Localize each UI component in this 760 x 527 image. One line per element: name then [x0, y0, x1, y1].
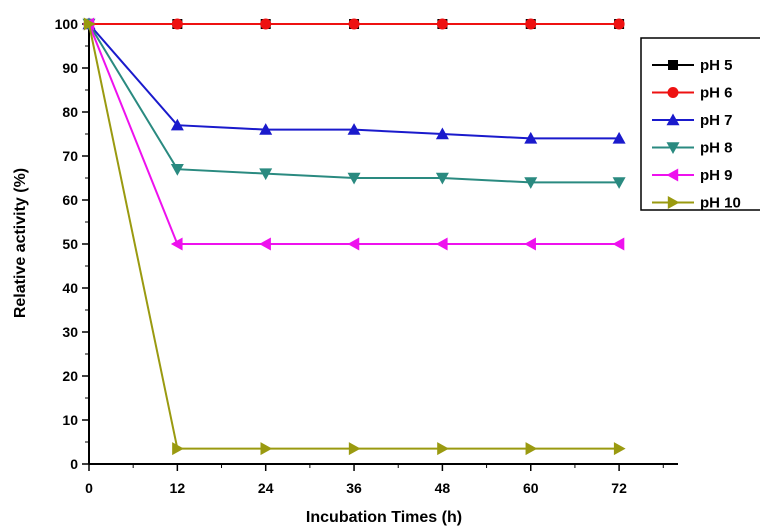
y-axis-title: Relative activity (%)	[12, 168, 29, 318]
data-point	[172, 442, 184, 456]
legend-marker	[666, 113, 680, 126]
x-tick-label: 48	[435, 480, 451, 496]
data-point	[613, 442, 626, 456]
series-ph-6	[83, 18, 625, 30]
legend-marker	[667, 196, 680, 209]
y-tick-label: 70	[62, 148, 78, 164]
y-tick-label: 40	[62, 280, 78, 296]
x-tick-label: 12	[170, 480, 186, 496]
legend-label: pH 10	[700, 195, 741, 212]
x-tick-label: 0	[85, 480, 93, 496]
series-ph-9	[82, 17, 625, 251]
data-point	[612, 177, 626, 189]
y-tick-label: 60	[62, 192, 78, 208]
data-point	[348, 442, 361, 456]
data-point	[170, 118, 184, 131]
data-point	[259, 168, 273, 181]
data-point	[348, 18, 360, 30]
data-point	[436, 18, 448, 30]
legend-item: pH 7	[652, 112, 733, 129]
x-axis-title: Incubation Times (h)	[306, 509, 462, 526]
data-point	[612, 237, 625, 251]
data-point	[435, 127, 449, 140]
data-point	[435, 172, 449, 185]
series-ph-7	[82, 17, 626, 144]
legend-item: pH 9	[652, 167, 733, 184]
data-point	[347, 237, 360, 251]
y-tick-label: 80	[62, 104, 78, 120]
legend-item: pH 6	[652, 85, 733, 102]
data-point	[170, 164, 184, 176]
x-tick-label: 72	[611, 480, 627, 496]
legend-label: pH 8	[700, 140, 733, 157]
y-tick-label: 10	[62, 412, 78, 428]
data-point	[525, 18, 537, 30]
series-ph-8	[82, 18, 626, 189]
x-tick-label: 60	[523, 480, 539, 496]
data-point	[83, 17, 96, 31]
data-point	[259, 237, 271, 251]
data-point	[525, 442, 538, 456]
legend-marker	[666, 142, 680, 154]
legend-label: pH 9	[700, 167, 733, 184]
x-tick-label: 36	[346, 480, 362, 496]
data-point	[259, 123, 273, 135]
data-point	[437, 442, 449, 456]
y-tick-label: 30	[62, 324, 78, 340]
series-line	[88, 23, 620, 184]
legend-box	[640, 37, 760, 211]
legend-marker	[668, 60, 678, 70]
data-point	[435, 237, 448, 251]
legend-item: pH 5	[652, 57, 733, 74]
series-line	[88, 23, 620, 140]
legend-marker	[667, 87, 679, 98]
x-tick-label: 24	[258, 480, 274, 496]
legend: pH 5 pH 6 pH 7 pH 8 pH 9 pH 10	[640, 37, 760, 212]
data-point	[260, 18, 272, 30]
data-point	[612, 131, 626, 144]
y-tick-label: 0	[70, 456, 78, 472]
data-point	[170, 237, 183, 251]
series-line	[88, 23, 620, 450]
data-point	[613, 18, 625, 30]
series-ph-10	[83, 17, 626, 456]
legend-label: pH 5	[700, 57, 733, 74]
y-tick-label: 90	[62, 60, 78, 76]
data-point	[524, 237, 536, 251]
y-tick-label: 50	[62, 236, 78, 252]
data-point	[260, 442, 273, 456]
legend-item: pH 8	[652, 140, 733, 157]
data-point	[524, 131, 538, 144]
data-point	[524, 177, 538, 189]
legend-marker	[666, 168, 679, 182]
data-point	[347, 172, 361, 185]
legend-label: pH 6	[700, 85, 733, 102]
legend-item: pH 10	[652, 195, 741, 212]
data-point	[347, 123, 361, 135]
legend-label: pH 7	[700, 112, 733, 129]
y-tick-label: 100	[55, 16, 79, 32]
data-point	[171, 18, 183, 30]
y-tick-label: 20	[62, 368, 78, 384]
